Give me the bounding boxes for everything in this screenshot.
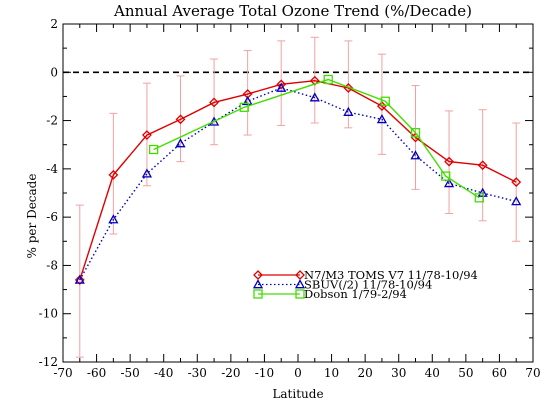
chart-title: Annual Average Total Ozone Trend (%/Deca… bbox=[113, 2, 472, 20]
series-3-point bbox=[239, 102, 249, 112]
series-line-2 bbox=[79, 87, 517, 281]
series-1-point bbox=[276, 79, 287, 90]
x-tick-label: 60 bbox=[492, 366, 507, 380]
series-1-point bbox=[175, 114, 186, 125]
x-tick-label: 20 bbox=[358, 366, 373, 380]
series-1-point bbox=[511, 177, 522, 188]
legend-label-2: SBUV(/2) 11/78-10/94 bbox=[304, 278, 432, 292]
x-tick-label: -60 bbox=[87, 366, 106, 380]
series-line-1 bbox=[79, 80, 517, 281]
x-tick-label: -20 bbox=[221, 366, 240, 380]
x-tick-label: -50 bbox=[120, 366, 139, 380]
x-tick-label: -30 bbox=[188, 366, 207, 380]
x-tick-label: 70 bbox=[525, 366, 540, 380]
series-1-point bbox=[309, 75, 320, 86]
series-1-point bbox=[444, 156, 454, 167]
y-tick-label: -4 bbox=[46, 162, 58, 176]
x-tick-label: 30 bbox=[391, 366, 406, 380]
series-2-point bbox=[74, 274, 85, 284]
x-tick-label: 0 bbox=[294, 366, 302, 380]
series-2-point bbox=[175, 138, 186, 148]
y-tick-label: -8 bbox=[46, 258, 58, 272]
series-3-point bbox=[380, 96, 390, 106]
series-2-point bbox=[276, 82, 287, 92]
y-tick-label: -12 bbox=[39, 355, 58, 369]
x-tick-label: -70 bbox=[53, 366, 72, 380]
series-1-point bbox=[108, 169, 119, 180]
legend-marker-2 bbox=[252, 279, 264, 289]
series-2-point bbox=[108, 214, 119, 224]
series-2-point bbox=[376, 114, 388, 124]
y-tick-label: 2 bbox=[50, 17, 58, 31]
legend-marker-2 bbox=[294, 279, 306, 289]
legend-marker-1 bbox=[295, 270, 305, 280]
x-tick-label: -10 bbox=[255, 366, 274, 380]
legend-marker-3 bbox=[295, 289, 305, 299]
legend-marker-1 bbox=[253, 270, 263, 280]
y-tick-label: -6 bbox=[46, 210, 58, 224]
series-3-point bbox=[410, 127, 421, 138]
plot-area: -70 -60 -50 -40 -30 -20 -10 0 10 20 30 40 50 60 70-12-… bbox=[39, 17, 541, 380]
legend-label-1: N7/M3 TOMS V7 11/78-10/94 bbox=[304, 268, 478, 282]
series-2-point bbox=[343, 106, 354, 116]
series-3-point bbox=[441, 171, 451, 181]
series-1-point bbox=[142, 130, 152, 140]
series-2-point bbox=[141, 168, 153, 178]
series-3-point bbox=[474, 193, 484, 203]
y-tick-label: -10 bbox=[39, 307, 58, 321]
series-2-point bbox=[443, 178, 455, 188]
plot-frame bbox=[62, 23, 534, 363]
series-2-point bbox=[309, 92, 320, 102]
series-3-point bbox=[323, 74, 333, 85]
series-line-3 bbox=[153, 78, 480, 199]
series-2-point bbox=[208, 116, 220, 126]
y-tick-label: 0 bbox=[50, 65, 58, 79]
y-tick-label: -2 bbox=[46, 114, 58, 128]
series-3-point bbox=[148, 144, 159, 155]
x-tick-label: 50 bbox=[458, 366, 473, 380]
y-axis-label: % per Decade bbox=[25, 174, 39, 259]
x-axis-label: Latitude bbox=[272, 387, 323, 401]
x-tick-label: -40 bbox=[154, 366, 173, 380]
x-tick-label: 10 bbox=[324, 366, 339, 380]
series-1-point bbox=[209, 97, 219, 108]
series-1-point bbox=[74, 274, 85, 285]
series-1-point bbox=[477, 160, 488, 171]
series-2-point bbox=[410, 150, 421, 160]
legend-marker-3 bbox=[253, 289, 263, 299]
legend-label-3: Dobson 1/79-2/94 bbox=[304, 287, 407, 301]
series-2-point bbox=[511, 196, 522, 206]
x-tick-label: 40 bbox=[425, 366, 440, 380]
